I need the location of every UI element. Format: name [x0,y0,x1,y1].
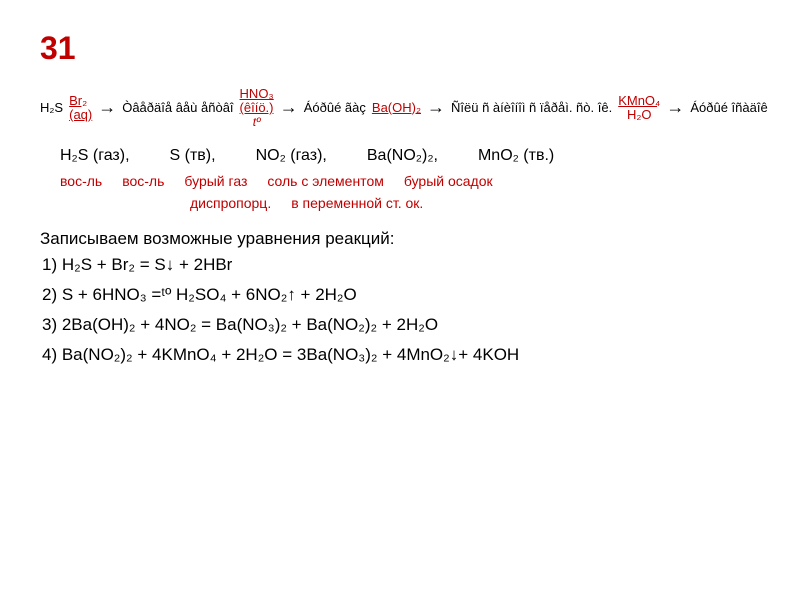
descriptions-row-2: диспропорц. в переменной ст. ок. [40,195,760,211]
product-3: Ñîëü ñ àíèîíîì ñ ïåðåì. ñò. îê. [451,100,612,115]
reagent-1: Br₂ (aq) [69,94,92,123]
equation-4: 4) Ba(NO₂)₂ + 4KMnO₄ + 2H₂O = 3Ba(NO₃)₂ … [40,345,760,365]
desc-b2: в переменной ст. ок. [291,195,423,211]
reagent-2-cond: tº [253,116,261,129]
reagent-2-label: HNO₃ (êîíö.) [240,87,274,116]
arrow-icon: → [280,97,298,118]
reaction-flow: H₂S Br₂ (aq) → Òâåðäîå âåù åñòâî HNO₃ (ê… [40,87,760,129]
reagent-2: HNO₃ (êîíö.) tº [240,87,274,129]
reagent-3: Ba(OH)₂ [372,101,421,115]
substance-1: H₂S (газ), [60,147,130,165]
flow-start: H₂S [40,100,63,115]
desc-3: бурый газ [184,173,247,189]
substance-4: Ba(NO₂)₂, [367,147,438,165]
product-4: Áóðûé îñàäîê [690,100,767,115]
descriptions-row: вос-ль вос-ль бурый газ соль с элементом… [40,173,760,189]
arrow-icon: → [666,97,684,118]
reagent-1-label: Br₂ (aq) [69,94,92,123]
desc-b1: диспропорц. [190,195,271,211]
desc-4: соль с элементом [267,173,383,189]
product-1: Òâåðäîå âåù åñòâî [122,100,233,115]
product-2: Áóðûé ãàç [304,100,366,115]
intro-text: Записываем возможные уравнения реакций: [40,229,760,249]
substance-3: NO₂ (газ), [256,147,327,165]
equation-1: 1) H₂S + Br₂ = S↓ + 2HBr [40,255,760,275]
substances-row: H₂S (газ), S (тв), NO₂ (газ), Ba(NO₂)₂, … [40,147,760,165]
desc-5: бурый осадок [404,173,493,189]
equation-3: 3) 2Ba(OH)₂ + 4NO₂ = Ba(NO₃)₂ + Ba(NO₂)₂… [40,315,760,335]
arrow-icon: → [98,97,116,118]
reagent-4: KMnO₄ H₂O [618,94,660,123]
desc-2: вос-ль [122,173,164,189]
substance-5: MnO₂ (тв.) [478,147,554,165]
arrow-icon: → [427,97,445,118]
substance-2: S (тв), [170,147,216,165]
reagent-4-label: KMnO₄ [618,94,660,108]
problem-number: 31 [40,30,760,67]
desc-1: вос-ль [60,173,102,189]
reagent-4-cond: H₂O [627,108,652,122]
reagent-3-label: Ba(OH)₂ [372,101,421,115]
equation-2: 2) S + 6HNO₃ =ᵗº H₂SO₄ + 6NO₂↑ + 2H₂O [40,285,760,305]
